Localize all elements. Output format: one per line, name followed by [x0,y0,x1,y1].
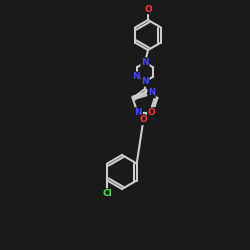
Text: N: N [134,108,142,117]
Text: N: N [141,58,149,67]
Text: N: N [132,72,140,81]
Text: O: O [148,108,156,117]
Text: Cl: Cl [102,189,112,198]
Text: O: O [140,116,147,124]
Text: N: N [148,88,155,98]
Text: N: N [141,77,149,86]
Text: O: O [144,4,152,14]
